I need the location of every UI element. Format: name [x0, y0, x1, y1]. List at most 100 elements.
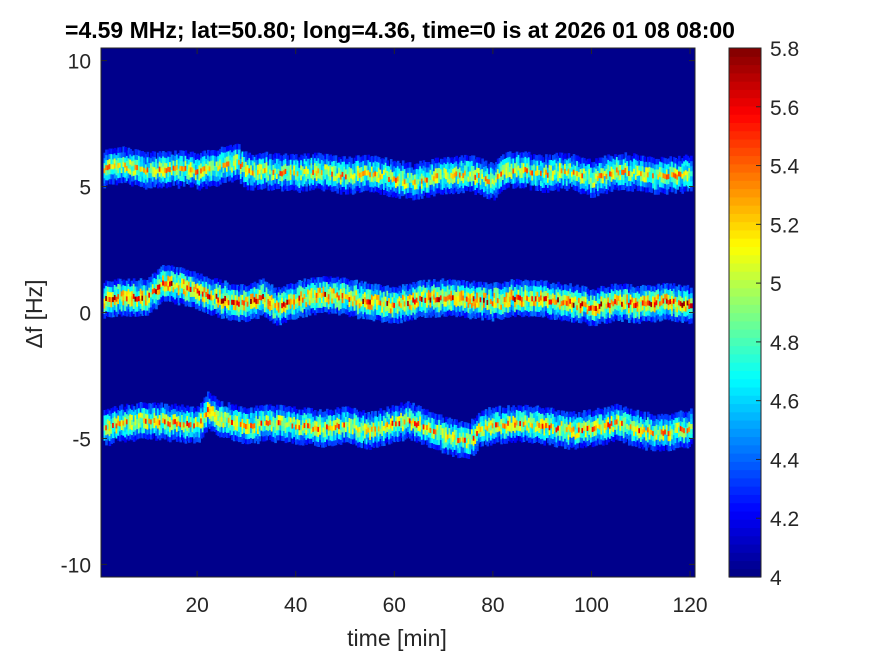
- spectrogram-cell: [162, 407, 165, 414]
- spectrogram-cell: [517, 294, 521, 300]
- spectrogram-cell: [317, 172, 320, 179]
- spectrogram-cell: [119, 299, 122, 305]
- spectrogram-cell: [391, 166, 395, 173]
- spectrogram-cell: [546, 177, 550, 183]
- spectrogram-cell: [169, 416, 172, 423]
- spectrogram-cell: [638, 288, 641, 294]
- spectrogram-cell: [524, 294, 527, 301]
- spectrogram-cell: [567, 178, 571, 184]
- spectrogram-cell: [203, 292, 207, 298]
- spectrogram-cell: [671, 171, 674, 178]
- spectrogram-cell: [403, 290, 407, 297]
- spectrogram-cell: [351, 164, 355, 170]
- spectrogram-cell: [179, 175, 182, 181]
- spectrogram-cell: [410, 289, 414, 296]
- spectrogram-cell: [113, 279, 117, 285]
- spectrogram-cell: [153, 292, 157, 299]
- spectrogram-cell: [334, 277, 338, 284]
- spectrogram-cell: [360, 176, 364, 183]
- spectrogram-cell: [502, 179, 505, 185]
- spectrogram-cell: [286, 304, 289, 310]
- spectrogram-cell: [153, 176, 157, 183]
- spectrogram-cell: [213, 288, 217, 294]
- spectrogram-cell: [346, 158, 350, 165]
- spectrogram-cell: [267, 160, 270, 166]
- spectrogram-cell: [131, 429, 134, 436]
- spectrogram-cell: [558, 167, 562, 173]
- spectrogram-cell: [141, 432, 144, 439]
- spectrogram-cell: [186, 279, 189, 286]
- spectrogram-cell: [646, 295, 650, 301]
- spectrogram-cell: [213, 155, 217, 161]
- spectrogram-cell: [215, 278, 219, 284]
- spectrogram-cell: [424, 282, 427, 288]
- spectrogram-cell: [562, 289, 565, 296]
- spectrogram-cell: [119, 157, 122, 163]
- spectrogram-cell: [471, 155, 474, 161]
- spectrogram-cell: [686, 155, 690, 162]
- spectrogram-cell: [162, 181, 165, 187]
- spectrogram-cell: [229, 175, 232, 181]
- spectrogram-cell: [452, 163, 455, 169]
- spectrogram-cell: [517, 175, 521, 181]
- spectrogram-cell: [386, 175, 389, 181]
- spectrogram-cell: [410, 284, 414, 291]
- spectrogram-cell: [196, 153, 200, 160]
- spectrogram-cell: [603, 180, 607, 187]
- spectrogram-cell: [286, 155, 289, 161]
- spectrogram-cell: [160, 266, 163, 272]
- spectrogram-cell: [574, 290, 578, 297]
- spectrogram-cell: [565, 315, 569, 321]
- spectrogram-cell: [357, 308, 360, 315]
- spectrogram-cell: [156, 433, 160, 439]
- spectrogram-cell: [400, 287, 403, 293]
- spectrogram-cell: [546, 287, 550, 293]
- spectrogram-cell: [212, 150, 215, 156]
- spectrogram-cell: [319, 297, 322, 303]
- spectrogram-cell: [600, 316, 603, 322]
- spectrogram-cell: [374, 170, 377, 177]
- spectrogram-cell: [150, 182, 153, 189]
- spectrogram-cell: [303, 178, 307, 185]
- spectrogram-cell: [531, 290, 534, 297]
- spectrogram-cell: [346, 289, 350, 295]
- spectrogram-cell: [138, 175, 141, 182]
- spectrogram-cell: [148, 167, 151, 173]
- spectrogram-cell: [317, 177, 320, 184]
- spectrogram-cell: [643, 161, 647, 168]
- spectrogram-cell: [581, 188, 584, 194]
- spectrogram-cell: [310, 302, 314, 309]
- spectrogram-cell: [522, 167, 526, 174]
- spectrogram-cell: [196, 163, 200, 170]
- spectrogram-cell: [184, 285, 188, 292]
- spectrogram-cell: [679, 310, 683, 317]
- spectrogram-cell: [108, 286, 112, 292]
- spectrogram-cell: [595, 188, 598, 194]
- spectrogram-cell: [250, 154, 253, 161]
- spectrogram-cell: [162, 275, 165, 281]
- spectrogram-cell: [343, 176, 346, 182]
- spectrogram-cell: [267, 298, 270, 305]
- spectrogram-cell: [367, 174, 370, 181]
- spectrogram-cell: [286, 160, 289, 166]
- spectrogram-cell: [489, 283, 493, 289]
- spectrogram-cell: [522, 172, 526, 179]
- spectrogram-cell: [491, 300, 495, 307]
- spectrogram-cell: [184, 160, 188, 166]
- spectrogram-cell: [488, 193, 491, 200]
- spectrogram-cell: [379, 189, 383, 195]
- spectrogram-cell: [521, 291, 524, 297]
- spectrogram-cell: [434, 188, 438, 194]
- spectrogram-cell: [690, 287, 693, 294]
- spectrogram-cell: [295, 308, 298, 315]
- spectrogram-cell: [464, 302, 467, 308]
- spectrogram-cell: [322, 160, 326, 167]
- spectrogram-cell: [546, 307, 550, 314]
- spectrogram-cell: [308, 305, 312, 311]
- spectrogram-cell: [572, 164, 576, 170]
- spectrogram-cell: [315, 155, 319, 161]
- spectrogram-cell: [569, 288, 572, 294]
- spectrogram-cell: [664, 168, 667, 174]
- spectrogram-cell: [269, 285, 272, 291]
- spectrogram-cell: [167, 181, 170, 187]
